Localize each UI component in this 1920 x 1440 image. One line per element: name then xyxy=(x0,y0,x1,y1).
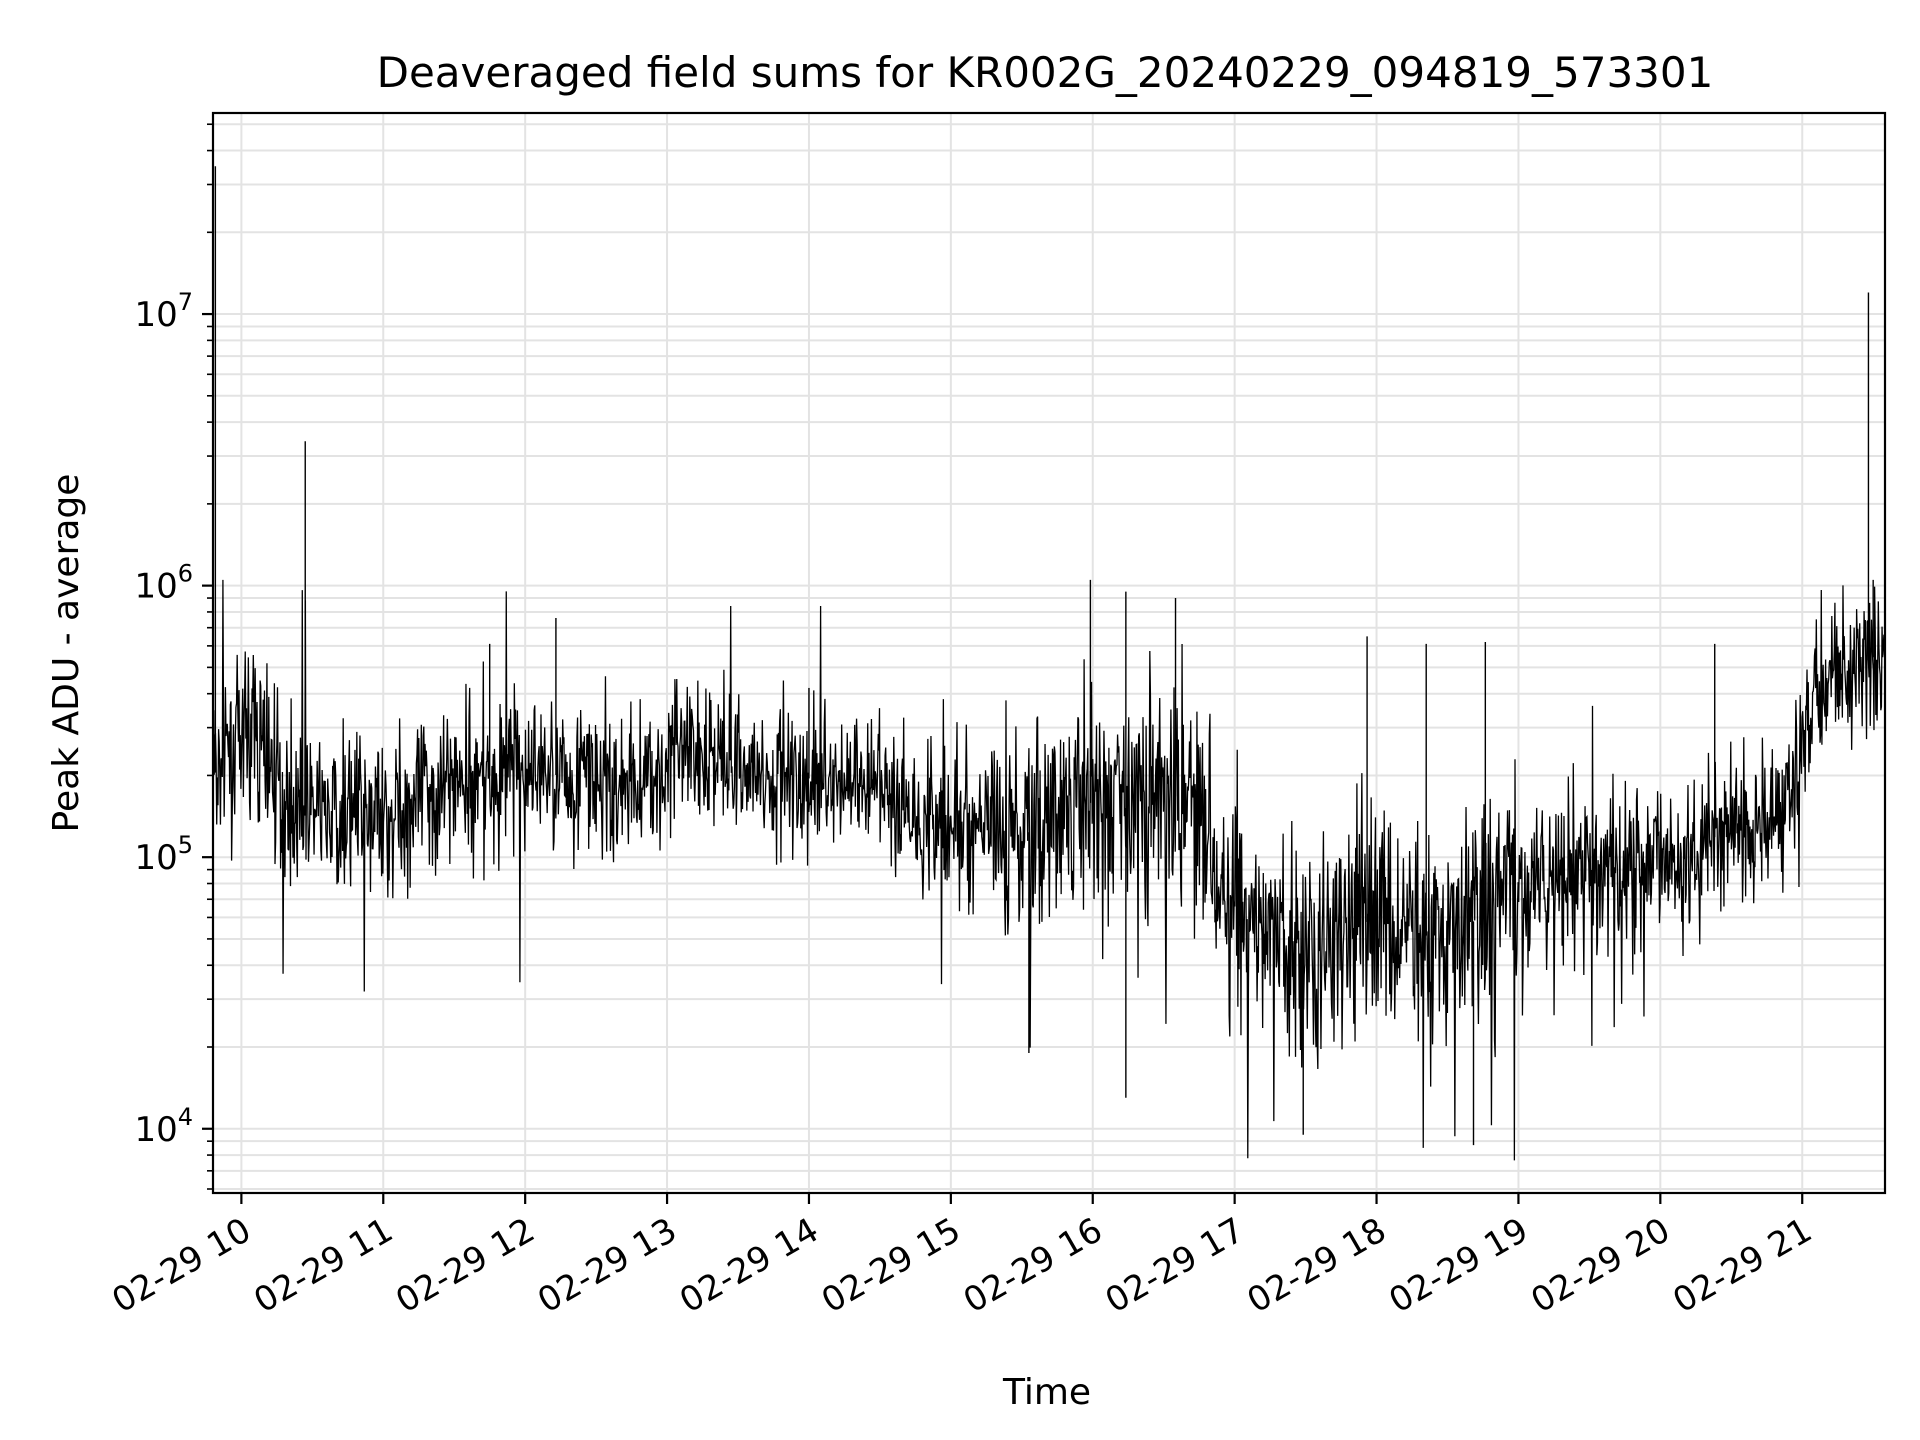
x-tick-label: 02-29 11 xyxy=(247,1210,399,1321)
y-tick-label: 105 xyxy=(134,831,193,878)
x-tick-label: 02-29 12 xyxy=(389,1210,541,1321)
grid xyxy=(213,113,1885,1193)
x-tick-label: 02-29 20 xyxy=(1524,1210,1676,1321)
y-tick-label: 107 xyxy=(134,288,193,335)
y-tick-label: 106 xyxy=(134,560,193,607)
series-line xyxy=(212,166,1886,1161)
y-axis-label: Peak ADU - average xyxy=(46,474,87,833)
x-tick-label: 02-29 18 xyxy=(1241,1210,1393,1321)
chart-title: Deaveraged field sums for KR002G_2024022… xyxy=(377,48,1714,97)
x-tick-label: 02-29 15 xyxy=(815,1210,967,1321)
x-tick-label: 02-29 14 xyxy=(673,1210,825,1321)
x-tick-label: 02-29 19 xyxy=(1383,1210,1535,1321)
x-tick-label: 02-29 16 xyxy=(957,1210,1109,1321)
series-spikes xyxy=(214,166,1874,1146)
plot-area-frame xyxy=(211,111,1887,1195)
x-axis-label: Time xyxy=(1002,1372,1091,1413)
y-axis: 104 105 106 107 xyxy=(134,123,213,1190)
series-line-path xyxy=(212,579,1886,1161)
x-tick-label: 02-29 13 xyxy=(531,1210,683,1321)
x-tick-label: 02-29 21 xyxy=(1666,1210,1818,1321)
x-tick-label: 02-29 17 xyxy=(1099,1210,1251,1321)
x-tick-label: 02-29 10 xyxy=(105,1210,257,1321)
y-tick-label: 104 xyxy=(134,1103,193,1150)
